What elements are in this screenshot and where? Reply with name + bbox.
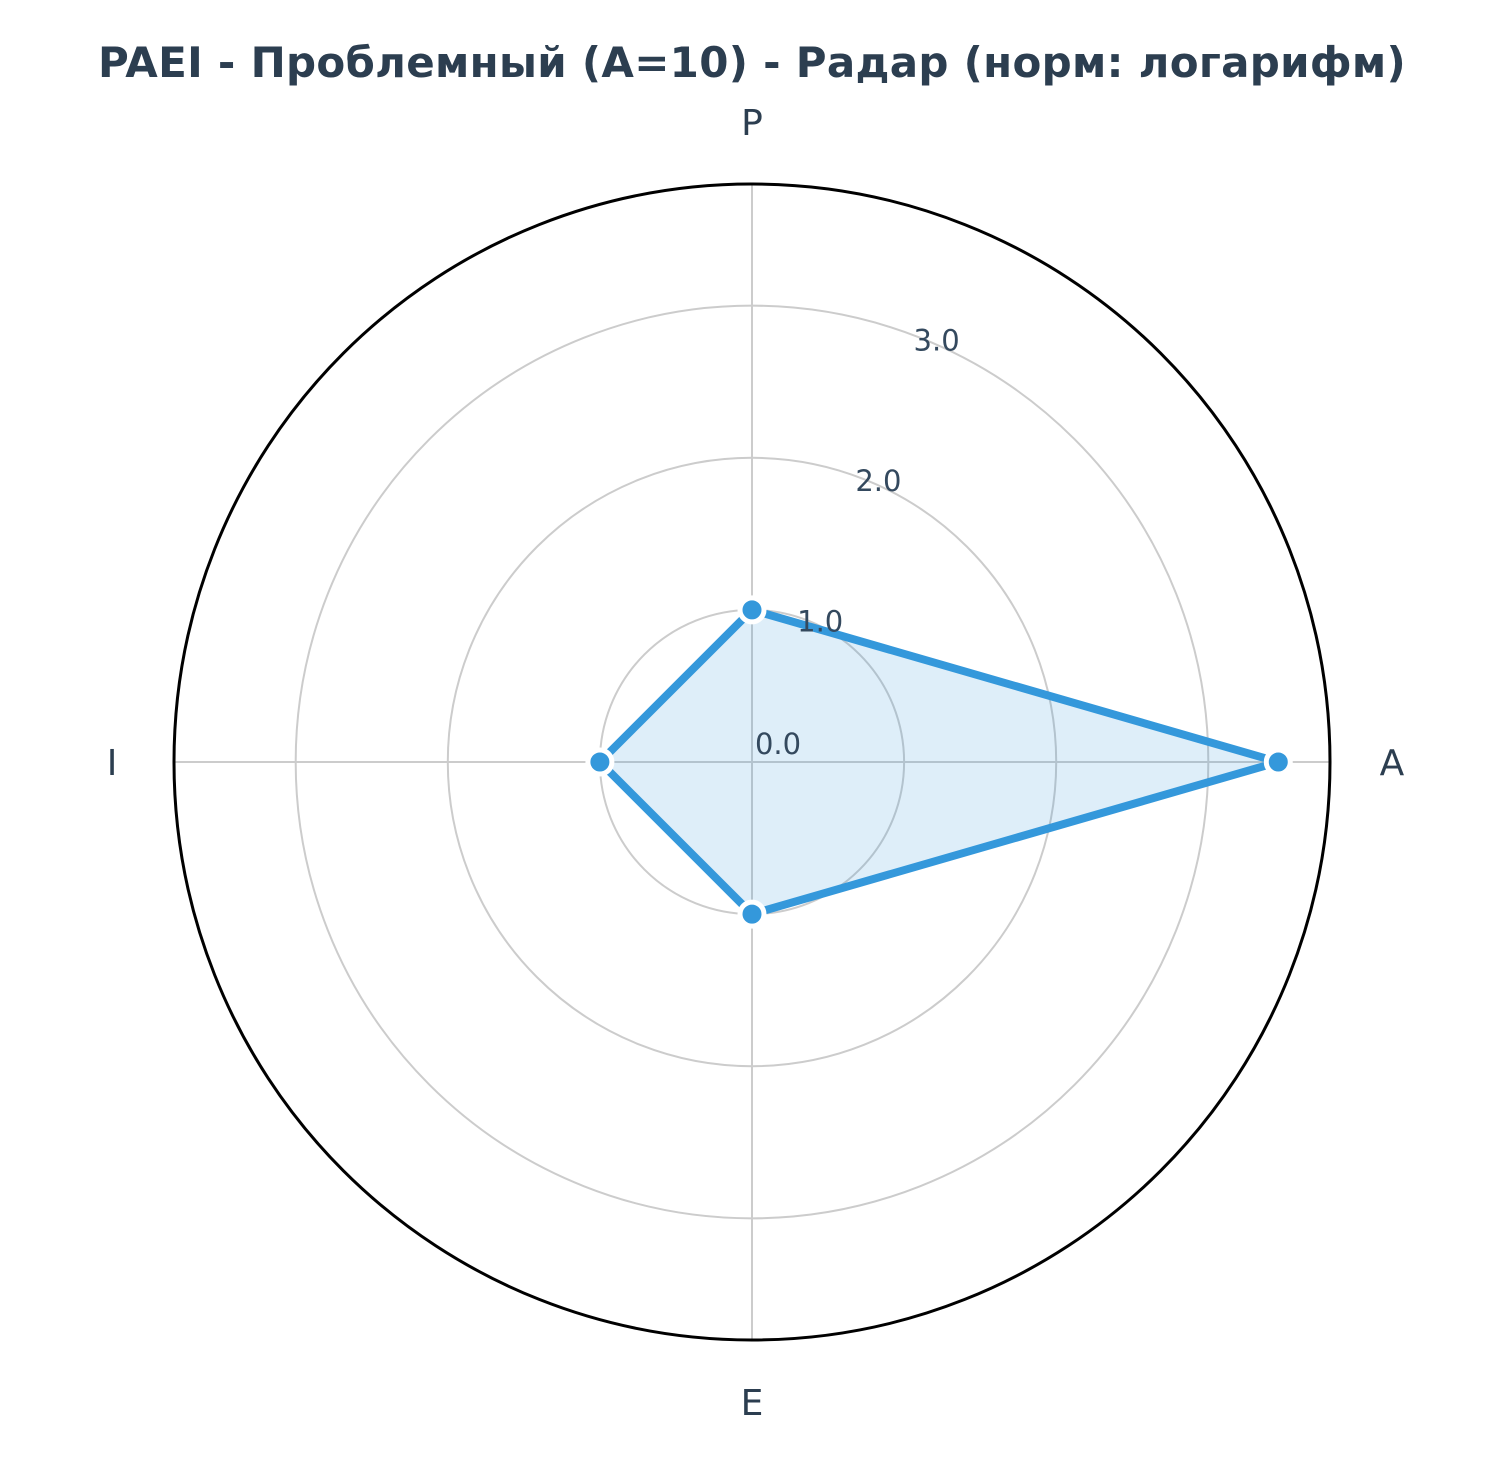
outer-frame — [172, 182, 1332, 1342]
data-point-e — [737, 899, 767, 929]
axis-label-e: E — [741, 1383, 764, 1424]
chart-title: PAEI - Проблемный (A=10) - Радар (норм: … — [98, 38, 1406, 87]
data-point-a — [1263, 747, 1293, 777]
series-area-0 — [594, 605, 1293, 919]
radial-tick-label: 3.0 — [914, 323, 960, 357]
radar-labels: 0.0 1.0 2.0 3.0 P A E I — [107, 103, 1405, 1424]
radar-grid — [172, 182, 1332, 1342]
radial-tick-label: 0.0 — [755, 727, 801, 761]
axis-label-i: I — [107, 743, 118, 784]
data-point-i — [585, 747, 615, 777]
axis-label-a: A — [1380, 743, 1405, 784]
radial-tick-label: 1.0 — [797, 604, 843, 638]
axis-label-p: P — [741, 103, 763, 144]
data-point-p — [737, 595, 767, 625]
radar-series — [585, 595, 1293, 929]
radial-tick-label: 2.0 — [855, 464, 901, 498]
